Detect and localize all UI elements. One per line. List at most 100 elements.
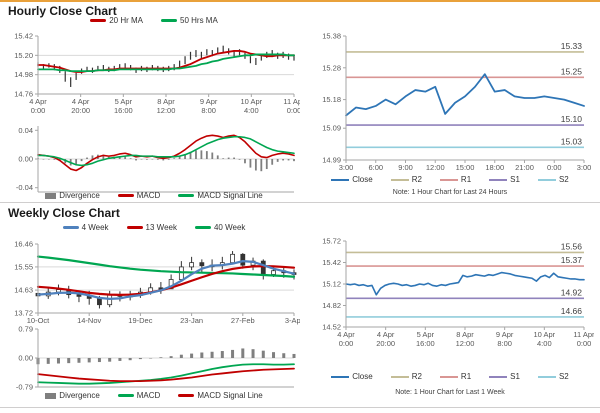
- svg-text:15.20: 15.20: [14, 51, 33, 60]
- svg-text:0:00: 0:00: [31, 106, 46, 115]
- ma20-label: 20 Hr MA: [109, 16, 143, 25]
- section-divider: [0, 202, 600, 203]
- svg-text:15.28: 15.28: [322, 63, 341, 72]
- macd-line-swatch: [117, 394, 134, 397]
- svg-text:9:00: 9:00: [398, 163, 413, 172]
- weekly-macd-chart: 0.79 0.00 -0.79: [8, 324, 300, 390]
- close-label: Close: [352, 175, 373, 184]
- legend-item-macd: MACD: [117, 191, 160, 200]
- legend-item-20hr-ma: 20 Hr MA: [90, 16, 143, 25]
- svg-text:8 Apr: 8 Apr: [456, 330, 474, 339]
- svg-text:9 Apr: 9 Apr: [496, 330, 514, 339]
- legend-item-r2: R2: [390, 175, 422, 184]
- svg-text:15:00: 15:00: [456, 163, 475, 172]
- svg-text:0:00: 0:00: [577, 339, 592, 348]
- svg-text:10-Oct: 10-Oct: [27, 316, 50, 325]
- hourly-macd-chart: 0.04 0.00 -0.04: [8, 120, 300, 194]
- svg-text:14-Nov: 14-Nov: [77, 316, 101, 325]
- svg-text:4 Apr: 4 Apr: [377, 330, 395, 339]
- legend-item-40week: 40 Week: [194, 223, 246, 232]
- svg-text:15.42: 15.42: [322, 258, 341, 267]
- legend-item-s1: S1: [489, 175, 520, 184]
- svg-text:0.04: 0.04: [18, 126, 33, 135]
- week13-line-swatch: [126, 226, 143, 229]
- legend-item-s2: S2: [537, 372, 569, 381]
- svg-text:15.25: 15.25: [561, 66, 583, 76]
- legend-item-close: Close: [331, 175, 373, 184]
- r2-line-swatch: [390, 375, 409, 378]
- week4-label: 4 Week: [81, 223, 109, 232]
- r1-label: R1: [460, 175, 472, 184]
- svg-text:0:00: 0:00: [339, 339, 354, 348]
- legend-item-50hr-ma: 50 Hrs MA: [161, 16, 218, 25]
- svg-text:14.63: 14.63: [14, 286, 33, 295]
- svg-text:3-Apr: 3-Apr: [285, 316, 300, 325]
- legend-item-macd-signal: MACD Signal Line: [178, 191, 263, 200]
- svg-text:19-Dec: 19-Dec: [128, 316, 152, 325]
- s1-line-swatch: [489, 178, 508, 181]
- ma20-line-swatch: [90, 19, 107, 22]
- svg-text:4 Apr: 4 Apr: [337, 330, 355, 339]
- legend-item-s1: S1: [489, 372, 520, 381]
- svg-text:6:00: 6:00: [368, 163, 383, 172]
- s2-label: S2: [558, 372, 569, 381]
- legend-item-macd: MACD: [117, 391, 161, 400]
- svg-text:18:00: 18:00: [485, 163, 504, 172]
- svg-text:12:00: 12:00: [426, 163, 445, 172]
- svg-text:14.82: 14.82: [322, 301, 341, 310]
- r1-line-swatch: [439, 178, 458, 181]
- hourly-ma-legend: 20 Hr MA 50 Hrs MA: [8, 16, 300, 25]
- legend-item-s2: S2: [537, 175, 569, 184]
- svg-text:15.55: 15.55: [14, 262, 33, 271]
- svg-text:5 Apr: 5 Apr: [115, 97, 133, 106]
- svg-text:8:00: 8:00: [497, 339, 512, 348]
- weekly-sr-note: Note: 1 Hour Chart for Last 1 Week: [395, 389, 505, 396]
- week40-label: 40 Week: [213, 223, 246, 232]
- svg-text:8:00: 8:00: [201, 106, 216, 115]
- svg-text:10 Apr: 10 Apr: [240, 97, 262, 106]
- svg-text:14.99: 14.99: [322, 156, 341, 165]
- svg-text:16:00: 16:00: [416, 339, 435, 348]
- top-accent-bar: [0, 0, 600, 2]
- weekly-price-chart: 16.46 15.55 14.63 13.72 10-Oct 14-Nov 19-Dec 23…: [8, 236, 300, 326]
- svg-text:15.10: 15.10: [561, 114, 583, 124]
- svg-text:8 Apr: 8 Apr: [157, 97, 175, 106]
- legend-item-divergence: Divergence: [45, 391, 100, 400]
- svg-text:4:00: 4:00: [537, 339, 552, 348]
- macd-label: MACD: [136, 391, 161, 400]
- ma50-label: 50 Hrs MA: [180, 16, 218, 25]
- macd-signal-label: MACD Signal Line: [197, 191, 263, 200]
- macd-signal-line-swatch: [178, 394, 195, 397]
- svg-text:21:00: 21:00: [515, 163, 534, 172]
- hourly-title: Hourly Close Chart: [8, 4, 117, 18]
- svg-text:3:00: 3:00: [339, 163, 354, 172]
- macd-signal-line-swatch: [178, 194, 195, 197]
- s2-label: S2: [558, 175, 569, 184]
- hourly-sr-chart: 15.33 15.25 15.10 15.03 15.38 15.28 15.18 15.09…: [306, 30, 594, 176]
- divergence-bar-swatch: [45, 192, 57, 199]
- svg-text:15.42: 15.42: [14, 32, 33, 41]
- legend-item-macd-signal: MACD Signal Line: [178, 391, 263, 400]
- r2-label: R2: [411, 175, 422, 184]
- s1-line-swatch: [489, 375, 508, 378]
- svg-text:15.12: 15.12: [322, 280, 341, 289]
- weekly-title: Weekly Close Chart: [8, 206, 120, 220]
- svg-text:15.33: 15.33: [561, 41, 583, 51]
- svg-text:4:00: 4:00: [244, 106, 259, 115]
- week4-line-swatch: [62, 226, 79, 229]
- weekly-sr-chart: 15.56 15.37 14.92 14.66 15.72 15.42 15.12 14.82…: [306, 234, 594, 358]
- svg-text:14.52: 14.52: [322, 323, 341, 332]
- week13-label: 13 Week: [145, 223, 177, 232]
- svg-text:15.38: 15.38: [322, 32, 341, 41]
- hourly-price-chart: 15.42 15.20 14.98 14.76 4 Apr 0:00 4 Apr 20:00 5…: [8, 28, 300, 118]
- legend-item-4week: 4 Week: [62, 223, 109, 232]
- r2-line-swatch: [390, 178, 409, 181]
- svg-text:13.72: 13.72: [14, 309, 33, 318]
- svg-text:0:00: 0:00: [287, 106, 300, 115]
- divergence-bar-swatch: [45, 392, 57, 399]
- svg-text:10 Apr: 10 Apr: [533, 330, 555, 339]
- svg-text:4 Apr: 4 Apr: [29, 97, 47, 106]
- svg-text:15.03: 15.03: [561, 136, 583, 146]
- divergence-label: Divergence: [59, 191, 100, 200]
